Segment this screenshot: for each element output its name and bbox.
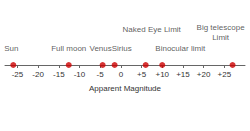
svg-text:+25: +25 xyxy=(218,70,232,79)
svg-text:Full moon: Full moon xyxy=(51,44,86,53)
svg-text:-20: -20 xyxy=(32,70,44,79)
svg-text:Sirius: Sirius xyxy=(112,44,132,53)
svg-text:Naked Eye Limit: Naked Eye Limit xyxy=(123,25,182,34)
svg-text:Binocular limit: Binocular limit xyxy=(155,44,206,53)
svg-text:-5: -5 xyxy=(97,70,105,79)
svg-text:+15: +15 xyxy=(176,70,190,79)
svg-text:-10: -10 xyxy=(74,70,86,79)
svg-text:Venus: Venus xyxy=(90,44,112,53)
svg-text:-25: -25 xyxy=(12,70,24,79)
svg-text:Big telescope: Big telescope xyxy=(197,23,246,32)
svg-text:0: 0 xyxy=(119,70,124,79)
svg-text:+10: +10 xyxy=(155,70,169,79)
svg-text:-15: -15 xyxy=(53,70,65,79)
svg-text:+20: +20 xyxy=(197,70,211,79)
svg-text:Sun: Sun xyxy=(4,44,18,53)
svg-text:Limit: Limit xyxy=(212,33,230,42)
svg-text:Apparent Magnitude: Apparent Magnitude xyxy=(89,84,162,93)
svg-text:+5: +5 xyxy=(137,70,147,79)
